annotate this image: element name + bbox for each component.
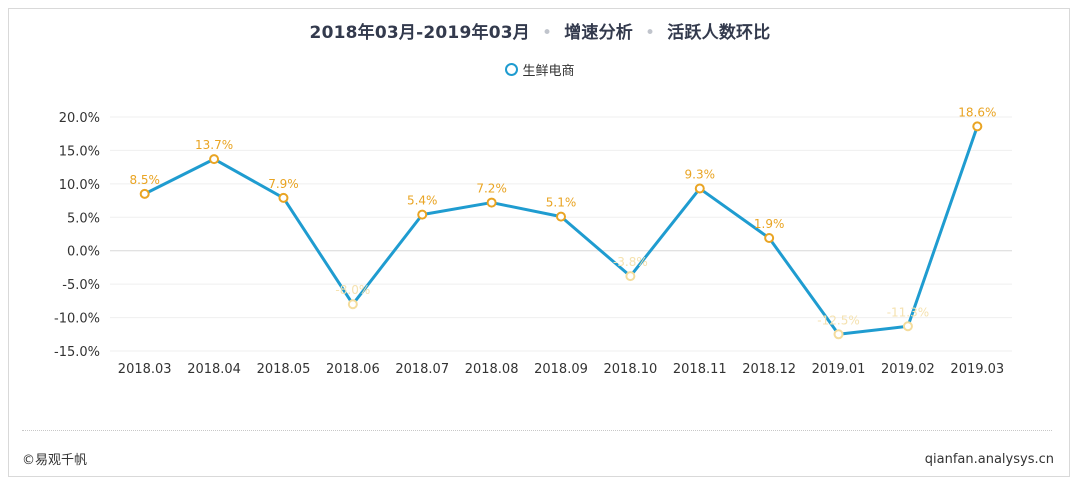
title-analysis-type: 增速分析 <box>564 23 633 43</box>
y-tick-label: 0.0% <box>67 245 100 260</box>
x-tick-label: 2018.09 <box>534 362 588 377</box>
data-label: 8.5% <box>129 173 160 187</box>
y-tick-label: 5.0% <box>67 211 100 226</box>
x-tick-label: 2018.04 <box>187 362 241 377</box>
data-point <box>209 154 220 165</box>
website-text: qianfan.analysys.cn <box>924 452 1054 467</box>
data-point <box>347 299 358 310</box>
data-point <box>694 183 705 194</box>
data-point <box>486 197 497 208</box>
data-label: 7.2% <box>476 182 507 196</box>
data-label: -12.5% <box>817 313 859 327</box>
x-tick-label: 2018.07 <box>395 362 449 377</box>
title-metric: 活跃人数环比 <box>667 23 771 43</box>
x-tick-label: 2019.02 <box>881 362 935 377</box>
chart-title: 2018年03月-2019年03月 • 增速分析 • 活跃人数环比 <box>0 18 1080 43</box>
data-label: 1.9% <box>754 217 785 231</box>
y-tick-label: 20.0% <box>59 111 100 126</box>
chart-legend[interactable]: 生鲜电商 <box>0 60 1080 79</box>
data-label: 9.3% <box>685 168 716 182</box>
title-date-range: 2018年03月-2019年03月 <box>309 23 530 43</box>
x-tick-label: 2018.05 <box>257 362 311 377</box>
data-point <box>139 188 150 199</box>
y-tick-label: 15.0% <box>59 144 100 159</box>
copyright-text: ©易观千帆 <box>22 453 88 468</box>
data-point <box>278 192 289 203</box>
x-tick-label: 2018.12 <box>742 362 796 377</box>
data-label: 7.9% <box>268 177 299 191</box>
data-label: 5.1% <box>546 196 577 210</box>
x-tick-label: 2018.08 <box>465 362 519 377</box>
series-line <box>144 125 979 336</box>
x-tick-label: 2018.06 <box>326 362 380 377</box>
footer-divider <box>22 430 1052 431</box>
data-point <box>902 321 913 332</box>
x-tick-label: 2018.03 <box>118 362 172 377</box>
chart-frame <box>8 8 1070 477</box>
data-point <box>764 233 775 244</box>
data-label: 5.4% <box>407 194 438 208</box>
data-point <box>556 211 566 222</box>
data-point <box>972 121 983 132</box>
data-label: 18.6% <box>958 105 996 119</box>
data-label: 13.7% <box>195 138 233 152</box>
x-tick-label: 2019.03 <box>950 362 1004 377</box>
data-label: -11.3% <box>887 305 929 319</box>
title-separator: • <box>645 23 656 43</box>
y-tick-label: -15.0% <box>54 345 100 360</box>
data-label: -3.8% <box>613 255 648 269</box>
title-separator: • <box>541 23 553 43</box>
x-tick-label: 2018.11 <box>673 362 727 377</box>
y-tick-label: 10.0% <box>59 178 100 193</box>
y-tick-label: -5.0% <box>62 278 100 293</box>
x-tick-label: 2019.01 <box>812 362 866 377</box>
legend-label: 生鲜电商 <box>522 64 575 79</box>
legend-marker-icon <box>505 63 519 76</box>
x-tick-label: 2018.10 <box>604 362 658 377</box>
data-label: -8.0% <box>335 283 370 297</box>
data-point <box>417 209 428 220</box>
data-point <box>625 271 636 282</box>
data-point <box>833 329 844 340</box>
y-tick-label: -10.0% <box>54 312 100 327</box>
